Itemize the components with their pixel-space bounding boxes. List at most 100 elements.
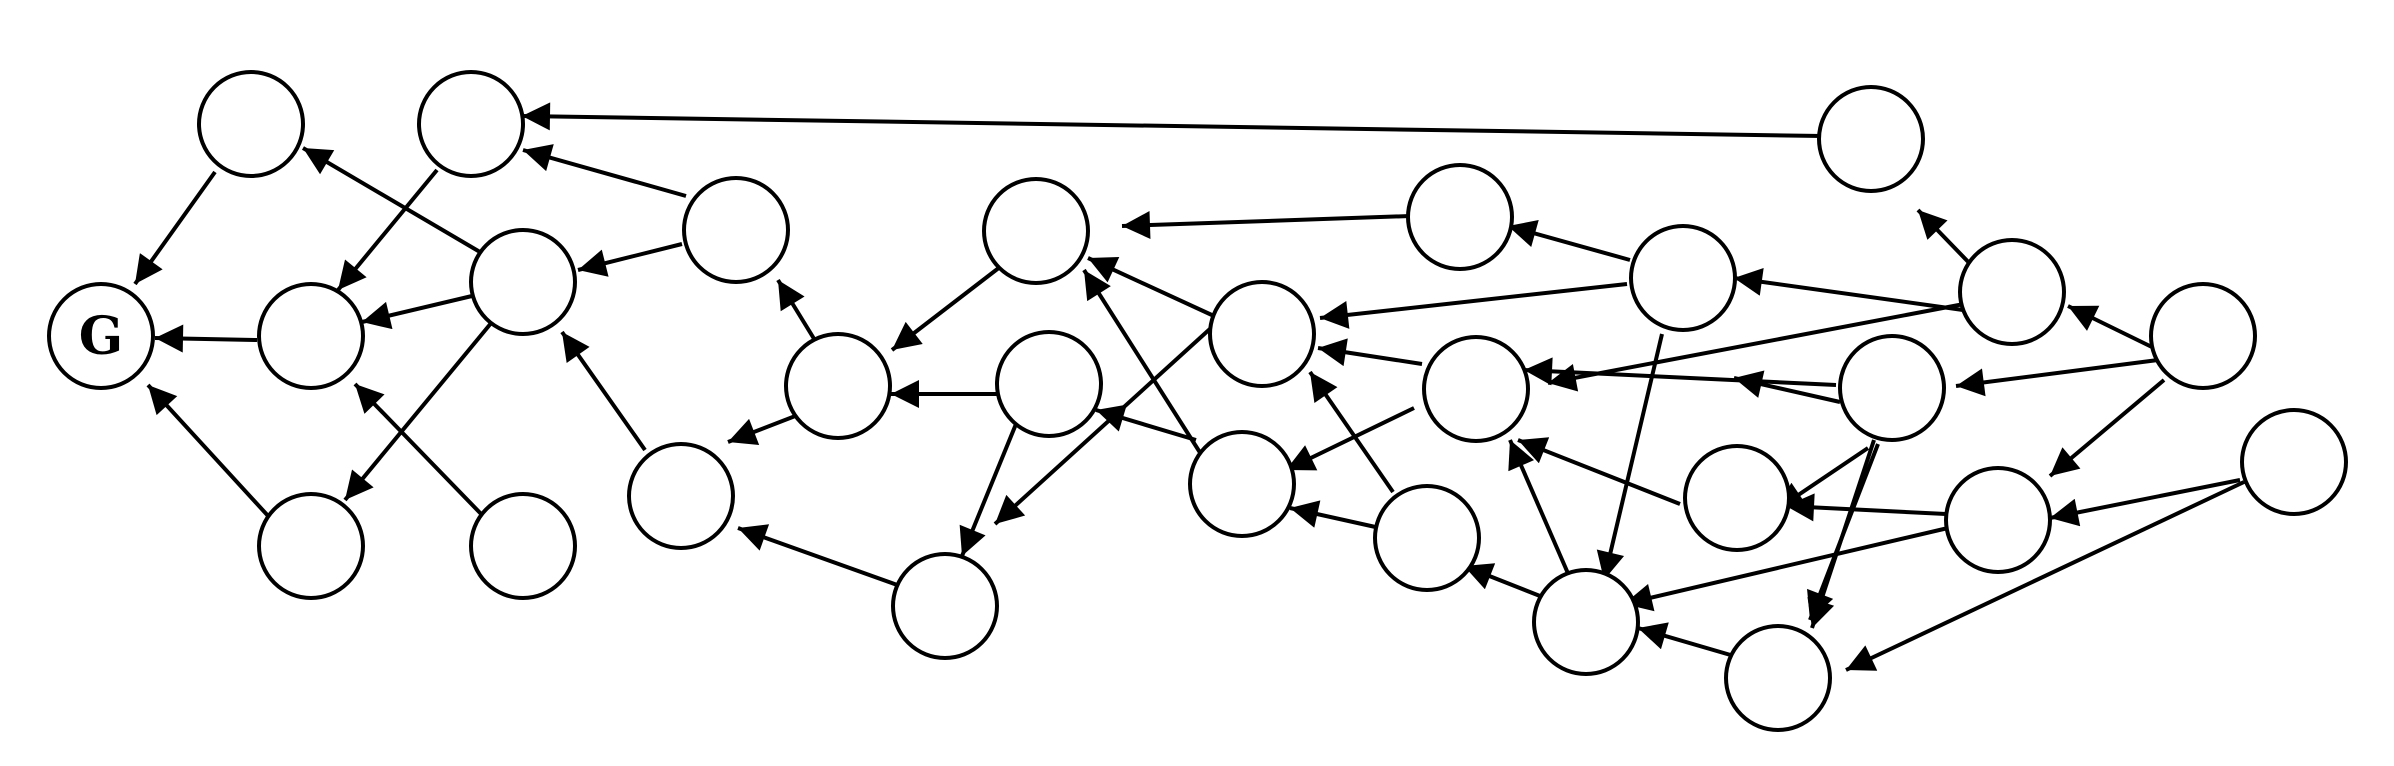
graph-node: [469, 492, 577, 600]
node-circle: [1838, 334, 1946, 442]
node-circle: [1958, 238, 2066, 346]
node-circle: [2149, 282, 2257, 390]
edge-arrow: [521, 102, 1823, 138]
graph-node: [891, 552, 999, 660]
edge-arrow: [1955, 358, 2159, 397]
nodes-layer: G: [47, 70, 2348, 732]
edge-arrow: [1507, 220, 1631, 262]
edge-arrow: [2067, 304, 2159, 352]
graph-node: [2240, 408, 2348, 516]
edge-arrow: [2048, 378, 2166, 478]
node-circle: [1944, 466, 2052, 574]
graph-node: [1422, 335, 1530, 443]
node-circle: [257, 492, 365, 600]
node-circle: [982, 177, 1090, 285]
goal-node: G: [47, 282, 155, 390]
edge-arrow: [1733, 268, 1964, 312]
node-circle: [469, 228, 577, 336]
edge-arrow: [146, 383, 272, 520]
node-circle: [1188, 430, 1296, 538]
node-circle: [1422, 335, 1530, 443]
edge-arrow: [133, 170, 217, 286]
node-circle: [1629, 224, 1737, 332]
node-circle: [995, 330, 1103, 438]
graph-node: [417, 70, 525, 178]
node-circle: [891, 552, 999, 660]
graph-node: [1944, 466, 2052, 574]
graph-node: [257, 492, 365, 600]
edge-arrow: [1319, 282, 1628, 329]
node-circle: [197, 70, 305, 178]
edge-arrow: [737, 524, 901, 588]
edge-arrow: [343, 320, 494, 502]
edge-arrow: [1463, 563, 1541, 598]
graph-node: [1373, 484, 1481, 592]
node-circle: [1532, 568, 1640, 676]
graph-node: [1188, 430, 1296, 538]
graph-node: [469, 228, 577, 336]
node-circle: [1208, 280, 1316, 388]
edge-arrow: [361, 294, 473, 330]
graph-node: [1724, 624, 1832, 732]
node-circle: [47, 282, 155, 390]
edge-arrow: [1087, 256, 1215, 318]
node-circle: [1724, 624, 1832, 732]
edge-arrow: [577, 242, 683, 277]
edge-arrow: [1637, 622, 1735, 658]
edge-arrow: [890, 265, 1002, 352]
node-circle: [1683, 444, 1791, 552]
edge-arrow: [301, 146, 482, 254]
node-circle: [1373, 484, 1481, 592]
edge-arrow: [1289, 500, 1381, 530]
edge-arrow: [1596, 333, 1664, 581]
edge-arrow: [1733, 370, 1841, 404]
node-circle: [627, 442, 735, 550]
edge-arrow: [1121, 211, 1411, 240]
node-circle: [1406, 163, 1514, 271]
graph-node: [1406, 163, 1514, 271]
edge-arrow: [353, 382, 487, 520]
graph-node: [982, 177, 1090, 285]
graph-node: [1208, 280, 1316, 388]
node-circle: [2240, 408, 2348, 516]
edge-arrow: [1285, 406, 1415, 472]
edge-arrow: [1082, 268, 1208, 464]
edge-arrow: [1845, 480, 2245, 672]
node-circle: [417, 70, 525, 178]
edge-arrow: [336, 168, 439, 292]
edge-arrow: [1785, 493, 1947, 522]
graph-node: [1629, 224, 1737, 332]
graph-node: [1817, 85, 1925, 193]
edge-arrow: [1095, 404, 1197, 442]
node-circle: [784, 332, 892, 440]
edge-arrow: [2049, 478, 2241, 527]
graph-node: [2149, 282, 2257, 390]
node-circle: [257, 282, 365, 390]
node-circle: [469, 492, 577, 600]
edge-arrow: [1623, 526, 1949, 612]
edge-arrow: [1308, 370, 1395, 494]
node-circle: [682, 176, 790, 284]
edge-arrow: [1807, 443, 1880, 621]
node-label: G: [79, 306, 123, 367]
graph-node: [257, 282, 365, 390]
edge-arrow: [776, 278, 818, 344]
edge-arrow: [522, 144, 687, 198]
graph-node: [682, 176, 790, 284]
edge-arrow: [1547, 302, 1965, 392]
edge-arrow: [1517, 437, 1681, 506]
graph-node: [1838, 334, 1946, 442]
graph-node: [1683, 444, 1791, 552]
node-circle: [1817, 85, 1925, 193]
edge-arrow: [154, 324, 258, 353]
edges-layer: [133, 102, 2245, 672]
edge-arrow: [560, 330, 647, 452]
edge-arrow: [1317, 338, 1423, 367]
graph-node: [1532, 568, 1640, 676]
edge-arrow: [1508, 439, 1572, 579]
graph-node: [197, 70, 305, 178]
graph-node: [995, 330, 1103, 438]
graph-node: [784, 332, 892, 440]
graph-node: [627, 442, 735, 550]
